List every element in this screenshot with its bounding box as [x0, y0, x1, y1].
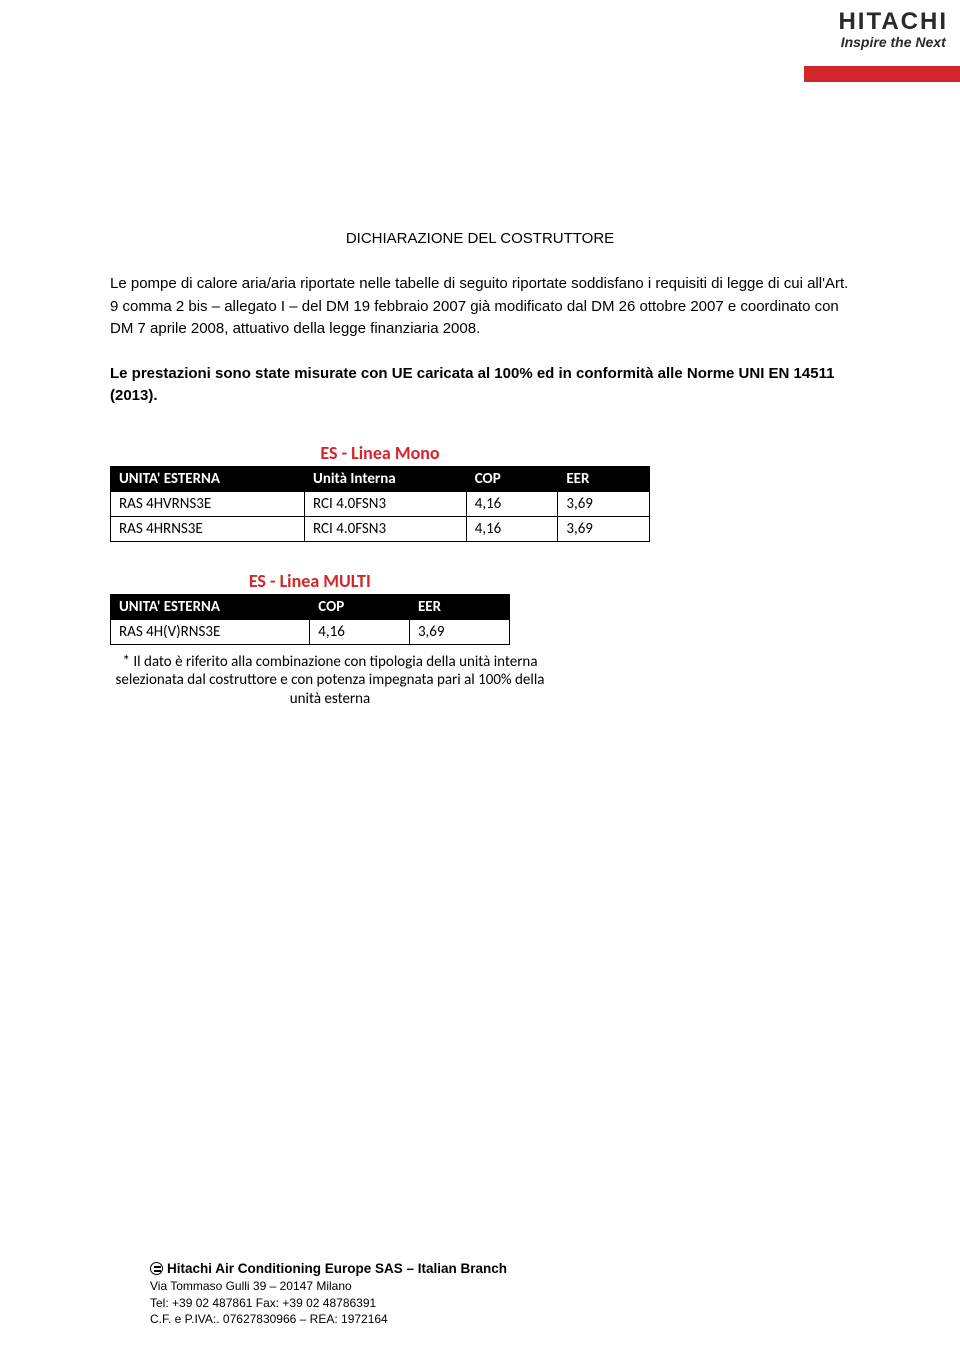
document-body: DICHIARAZIONE DEL COSTRUTTORE Le pompe d…	[110, 230, 850, 709]
table-footnote: * Il dato è riferito alla combinazione c…	[110, 653, 550, 709]
col-header: EER	[558, 466, 650, 491]
table-row: RAS 4HRNS3E RCI 4.0FSN3 4,16 3,69	[111, 516, 650, 541]
brand-name: HITACHI	[838, 8, 948, 36]
col-header: UNITA' ESTERNA	[111, 466, 305, 491]
brand-logo: HITACHI Inspire the Next	[838, 8, 948, 50]
footer-phones: Tel: +39 02 487861 Fax: +39 02 48786391	[150, 1295, 507, 1311]
tables-section: ES - Linea Mono UNITA' ESTERNA Unità Int…	[110, 442, 650, 709]
col-header: COP	[310, 594, 410, 619]
col-header: COP	[466, 466, 558, 491]
cell: 3,69	[558, 491, 650, 516]
col-header: UNITA' ESTERNA	[111, 594, 310, 619]
cell: 4,16	[466, 516, 558, 541]
page-footer: Hitachi Air Conditioning Europe SAS – It…	[150, 1260, 507, 1327]
cell: 4,16	[310, 619, 410, 644]
brand-tagline: Inspire the Next	[838, 34, 948, 50]
table-mono: UNITA' ESTERNA Unità Interna COP EER RAS…	[110, 466, 650, 542]
col-header: Unità Interna	[305, 466, 467, 491]
cell: RCI 4.0FSN3	[305, 491, 467, 516]
intro-paragraph-1: Le pompe di calore aria/aria riportate n…	[110, 273, 850, 341]
cell: 4,16	[466, 491, 558, 516]
cell: RAS 4HVRNS3E	[111, 491, 305, 516]
table-header-row: UNITA' ESTERNA Unità Interna COP EER	[111, 466, 650, 491]
cell: RAS 4HRNS3E	[111, 516, 305, 541]
table-mono-title: ES - Linea Mono	[110, 442, 650, 464]
accent-bar	[804, 66, 960, 82]
table-row: RAS 4HVRNS3E RCI 4.0FSN3 4,16 3,69	[111, 491, 650, 516]
cell: 3,69	[558, 516, 650, 541]
intro-paragraph-2: Le prestazioni sono state misurate con U…	[110, 363, 850, 408]
cell: 3,69	[409, 619, 509, 644]
company-mark-icon	[150, 1262, 163, 1275]
table-multi-title: ES - Linea MULTI	[110, 570, 510, 592]
col-header: EER	[409, 594, 509, 619]
cell: RAS 4H(V)RNS3E	[111, 619, 310, 644]
footer-company-text: Hitachi Air Conditioning Europe SAS – It…	[167, 1261, 507, 1276]
table-row: RAS 4H(V)RNS3E 4,16 3,69	[111, 619, 510, 644]
footer-company: Hitachi Air Conditioning Europe SAS – It…	[150, 1260, 507, 1278]
cell: RCI 4.0FSN3	[305, 516, 467, 541]
document-title: DICHIARAZIONE DEL COSTRUTTORE	[110, 230, 850, 247]
footer-fiscal: C.F. e P.IVA:. 07627830966 – REA: 197216…	[150, 1311, 507, 1327]
footer-address: Via Tommaso Gulli 39 – 20147 Milano	[150, 1278, 507, 1294]
table-header-row: UNITA' ESTERNA COP EER	[111, 594, 510, 619]
table-multi: ES - Linea MULTI UNITA' ESTERNA COP EER …	[110, 570, 510, 645]
